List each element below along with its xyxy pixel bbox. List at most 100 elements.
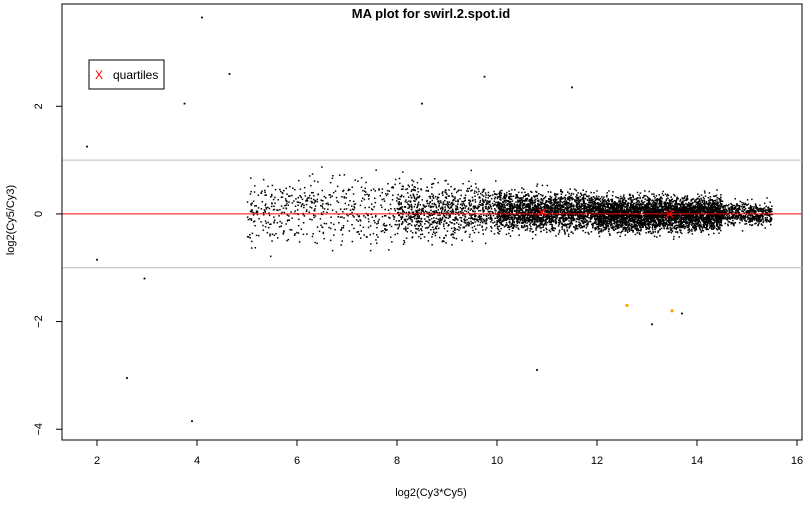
data-point xyxy=(554,216,557,219)
data-point xyxy=(500,197,502,199)
data-point xyxy=(654,197,656,199)
data-point xyxy=(565,207,568,210)
data-point xyxy=(283,230,285,232)
data-point xyxy=(474,201,477,203)
data-point xyxy=(648,200,650,203)
data-point xyxy=(567,191,569,193)
data-point xyxy=(672,238,675,240)
data-point xyxy=(580,219,582,222)
data-point xyxy=(474,183,477,185)
data-point xyxy=(704,202,706,204)
data-point xyxy=(404,226,407,228)
data-point xyxy=(520,209,522,211)
data-point xyxy=(262,224,264,227)
data-point xyxy=(389,236,392,238)
data-point xyxy=(499,198,501,201)
data-point xyxy=(441,216,444,219)
data-point xyxy=(453,188,455,191)
data-point xyxy=(431,205,433,208)
data-point xyxy=(498,220,501,222)
data-point xyxy=(624,217,626,219)
data-point xyxy=(339,208,342,210)
data-point xyxy=(671,198,674,200)
data-point xyxy=(485,227,488,229)
data-point xyxy=(250,203,252,205)
data-point xyxy=(442,191,444,193)
data-point xyxy=(316,242,318,245)
data-point xyxy=(678,224,680,227)
data-point xyxy=(718,211,720,214)
data-point xyxy=(440,207,442,210)
data-point xyxy=(355,219,358,221)
data-point xyxy=(699,211,702,213)
data-point xyxy=(514,189,516,191)
data-point xyxy=(655,217,658,220)
data-point xyxy=(385,215,387,217)
data-point xyxy=(481,198,484,200)
data-point xyxy=(445,189,447,192)
data-point xyxy=(584,214,586,217)
data-point xyxy=(490,221,492,223)
data-point xyxy=(415,198,417,201)
data-point xyxy=(689,205,692,207)
data-point xyxy=(353,216,355,218)
data-point xyxy=(440,211,442,214)
data-point xyxy=(570,208,573,210)
data-point xyxy=(593,202,596,204)
data-point xyxy=(358,233,360,235)
data-point xyxy=(554,227,556,230)
data-point xyxy=(548,214,550,217)
data-point xyxy=(474,206,477,209)
data-point xyxy=(411,219,413,221)
data-point xyxy=(387,209,390,211)
data-point xyxy=(433,220,436,222)
data-point xyxy=(503,215,506,217)
data-point xyxy=(551,225,553,228)
data-point xyxy=(509,221,511,223)
data-point xyxy=(552,199,555,202)
data-point xyxy=(719,208,721,211)
data-point xyxy=(417,209,419,211)
data-point xyxy=(495,180,497,182)
data-point xyxy=(486,219,488,221)
data-point xyxy=(465,205,468,207)
data-point xyxy=(301,203,304,205)
data-point xyxy=(568,197,571,200)
data-point xyxy=(547,213,549,216)
data-point xyxy=(436,225,438,227)
data-point xyxy=(524,204,526,206)
data-point xyxy=(460,217,463,219)
data-point xyxy=(572,232,574,235)
data-point xyxy=(431,214,434,216)
data-point xyxy=(701,227,704,229)
data-point xyxy=(639,222,641,225)
data-point xyxy=(682,198,684,200)
data-point xyxy=(362,197,364,199)
data-point xyxy=(482,206,484,209)
data-point xyxy=(470,217,472,220)
data-point xyxy=(583,201,585,203)
data-point xyxy=(526,197,528,200)
data-point xyxy=(402,213,404,216)
data-point xyxy=(611,223,613,225)
data-point xyxy=(360,237,362,239)
data-point xyxy=(262,178,265,181)
data-point xyxy=(410,218,412,221)
data-point xyxy=(710,220,712,222)
data-point xyxy=(357,231,360,233)
data-point xyxy=(500,207,502,209)
data-point xyxy=(487,214,490,216)
data-point xyxy=(349,189,351,191)
data-point xyxy=(417,213,419,216)
data-point xyxy=(346,213,348,216)
data-point xyxy=(554,206,556,209)
data-point xyxy=(489,200,491,202)
data-point xyxy=(423,211,425,214)
data-point xyxy=(284,198,287,200)
data-point xyxy=(712,228,715,230)
data-point xyxy=(520,199,523,202)
data-point xyxy=(397,211,400,214)
data-point xyxy=(402,185,404,188)
data-point xyxy=(709,202,712,204)
data-point xyxy=(314,208,316,210)
